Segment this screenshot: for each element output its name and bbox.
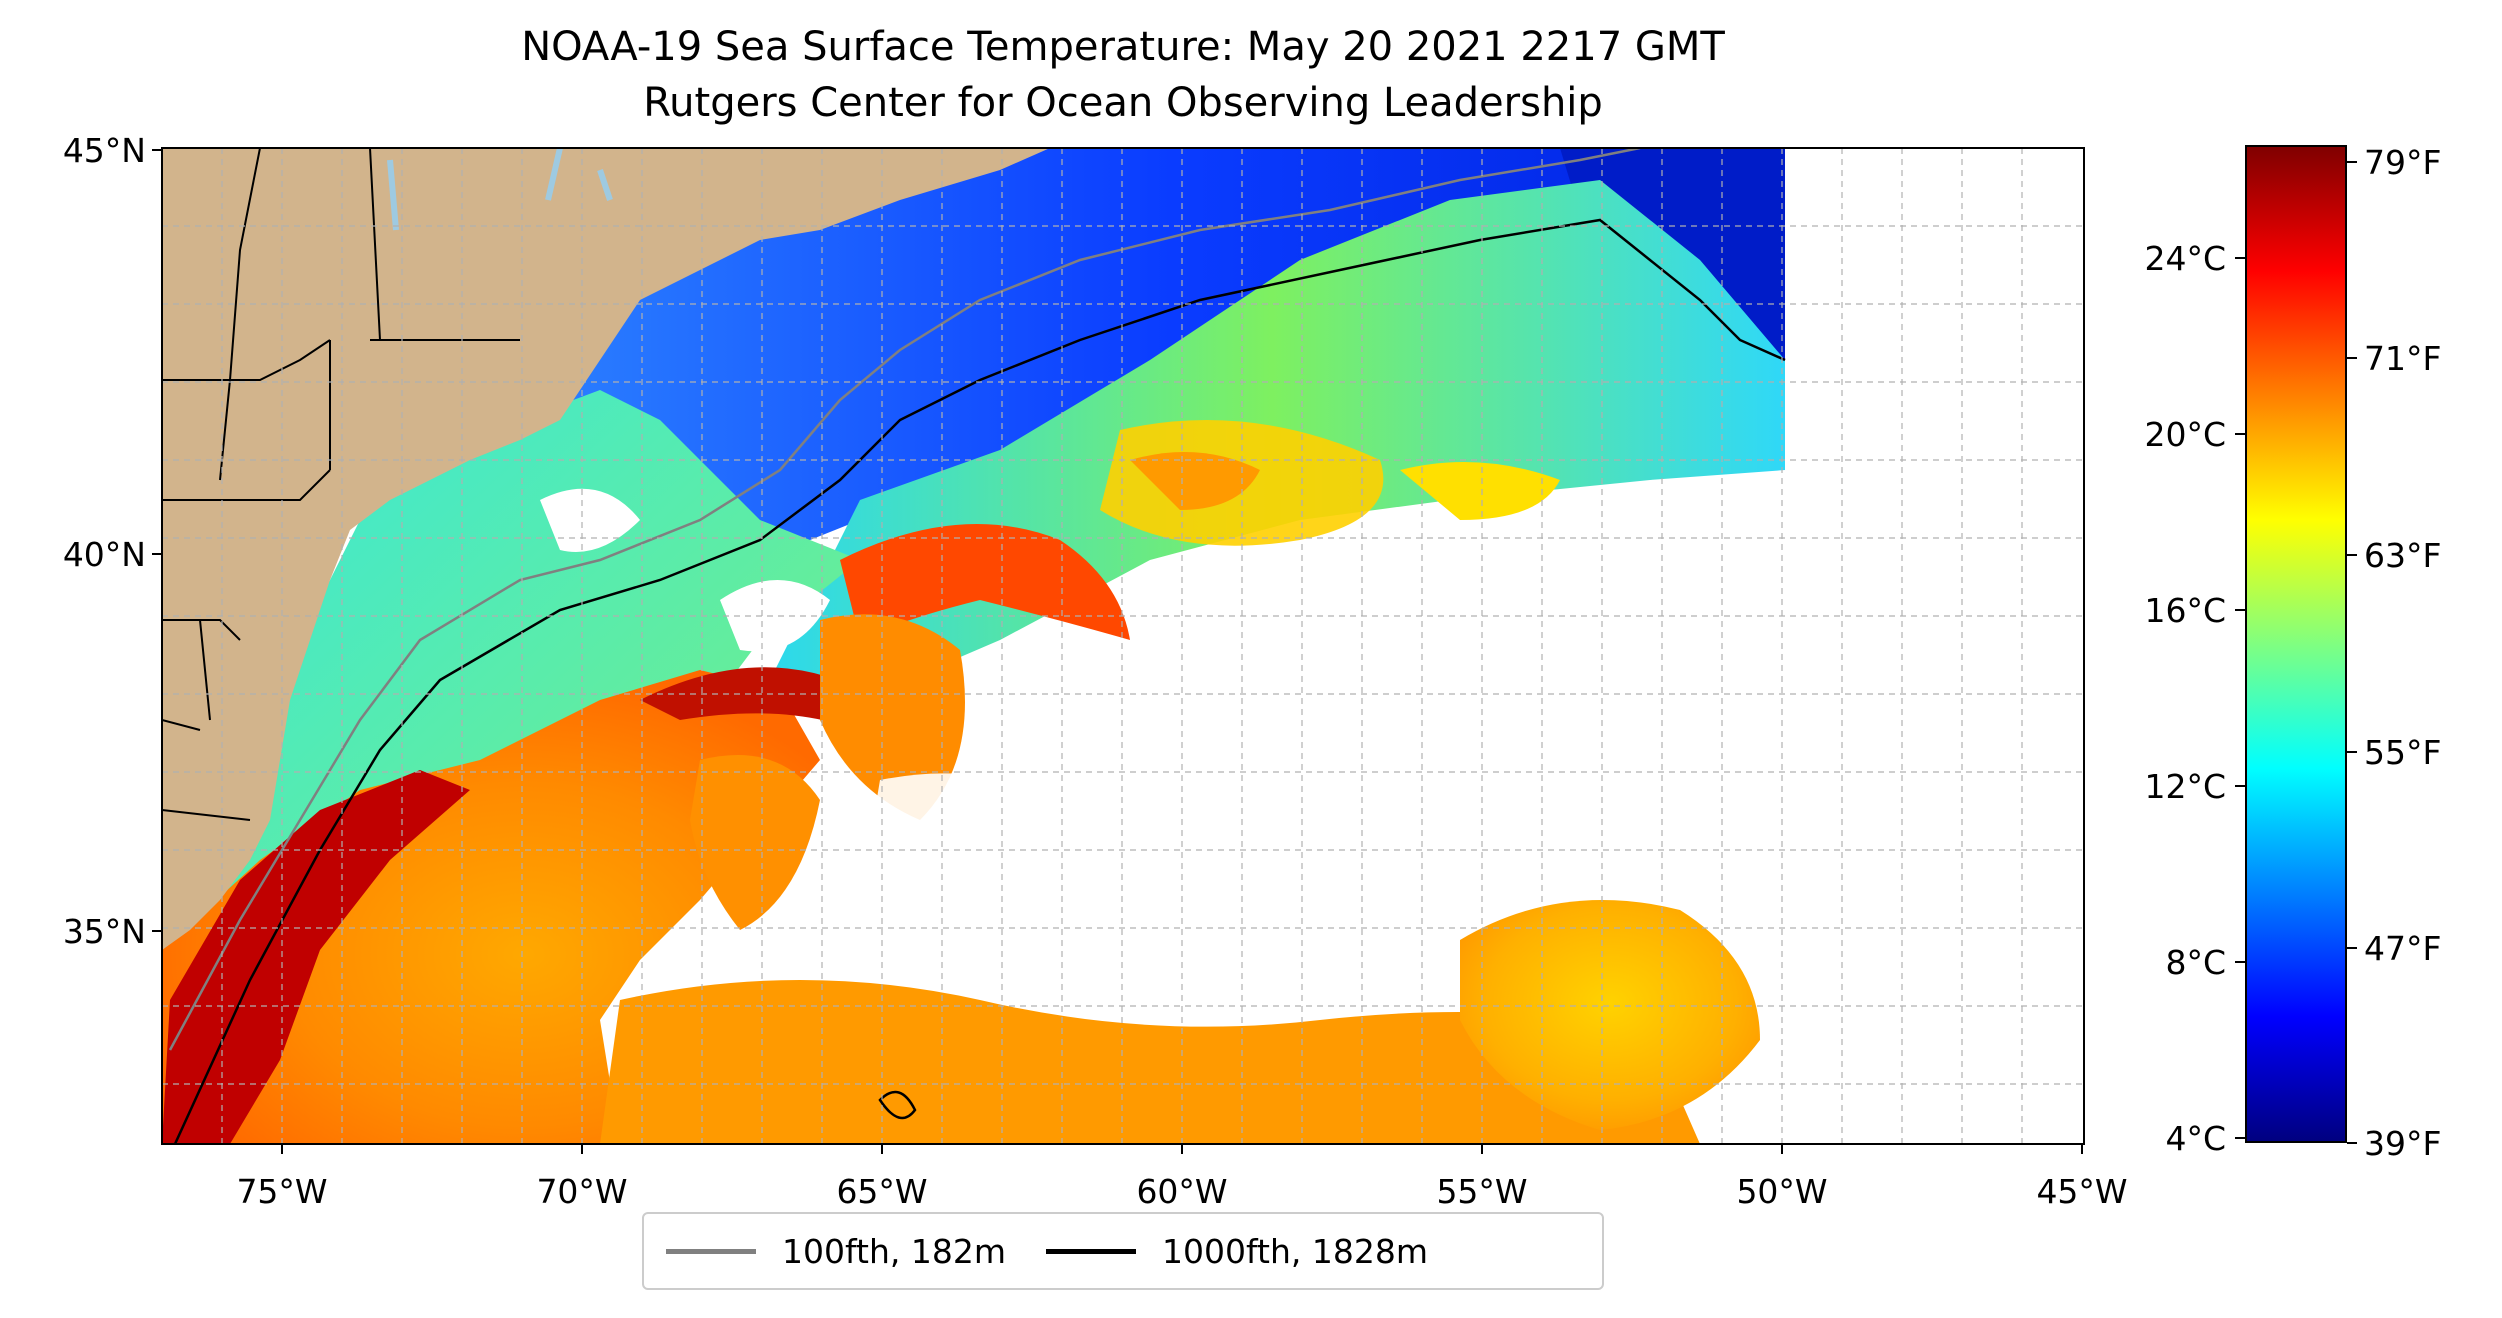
- fahrenheit-tick-label: 63°F: [2364, 536, 2441, 575]
- chart-subtitle: Rutgers Center for Ocean Observing Leade…: [643, 80, 1603, 126]
- fahrenheit-tick-label: 71°F: [2364, 339, 2441, 378]
- lon-tick-label: 55°W: [1436, 1172, 1527, 1211]
- warm-eddy-north-core: [1130, 452, 1260, 510]
- isobath-100fth: [168, 148, 1641, 1051]
- lat-tick-label: 40°N: [63, 535, 146, 574]
- lat-tick-labels: 45°N 40°N 35°N: [63, 131, 146, 951]
- land-mass: [162, 148, 1050, 950]
- lat-tick-label: 35°N: [63, 912, 146, 951]
- cloud-gap: [1785, 148, 2084, 1144]
- state-borders: [162, 148, 520, 821]
- celsius-tick-label: 8°C: [2165, 943, 2226, 982]
- lon-tick-label: 65°W: [836, 1172, 927, 1211]
- lon-tick-label: 75°W: [236, 1172, 327, 1211]
- isobath-1000fth: [173, 218, 1786, 1144]
- warm-patch-mid: [690, 755, 820, 930]
- cloud-gap: [720, 580, 830, 652]
- legend-item-1000fth: 1000fth, 1828m: [1024, 1232, 1428, 1271]
- warm-core-ring: [840, 524, 1130, 640]
- fahrenheit-tick-label: 79°F: [2364, 143, 2441, 182]
- warm-patch-southeast: [1460, 900, 1760, 1130]
- lon-tick-label: 60°W: [1136, 1172, 1227, 1211]
- map-area: [162, 148, 2084, 1144]
- legend-line-gray: [666, 1248, 756, 1254]
- legend-item-100fth: 100fth, 182m: [644, 1232, 1006, 1271]
- lat-tick-label: 45°N: [63, 131, 146, 170]
- lake: [387, 148, 613, 231]
- colorbar-fahrenheit-labels: 79°F 71°F 63°F 55°F 47°F 39°F: [2364, 143, 2441, 1163]
- colorbar-gradient: [2247, 147, 2345, 1141]
- map-frame: [161, 147, 2085, 1145]
- celsius-tick-label: 16°C: [2144, 591, 2226, 630]
- cloud-gap: [540, 488, 640, 552]
- lon-tick-label: 50°W: [1736, 1172, 1827, 1211]
- gulf-stream-core: [162, 770, 470, 1144]
- colorbar: [2245, 145, 2347, 1143]
- fahrenheit-tick-label: 55°F: [2364, 733, 2441, 772]
- celsius-tick-label: 24°C: [2144, 239, 2226, 278]
- isobath-seamount: [878, 1090, 917, 1120]
- warm-patch-lower: [600, 980, 1700, 1144]
- colorbar-ticks: [2235, 161, 2357, 1144]
- celsius-tick-label: 4°C: [2165, 1119, 2226, 1158]
- cloud-gap: [1050, 626, 1785, 907]
- lon-tick-label: 45°W: [2036, 1172, 2127, 1211]
- celsius-tick-label: 20°C: [2144, 415, 2226, 454]
- lon-tick-labels: 75°W 70°W 65°W 60°W 55°W 50°W 45°W: [236, 1172, 2127, 1211]
- legend-label: 100fth, 182m: [782, 1231, 1006, 1271]
- legend: 100fth, 182m 1000fth, 1828m: [642, 1212, 1604, 1290]
- legend-label: 1000fth, 1828m: [1162, 1231, 1428, 1271]
- gulf-stream-south: [162, 670, 820, 1144]
- fahrenheit-tick-label: 47°F: [2364, 929, 2441, 968]
- chart-title: NOAA-19 Sea Surface Temperature: May 20 …: [521, 24, 1725, 70]
- warm-eddy-east: [1400, 462, 1560, 520]
- warm-patch-central: [820, 614, 965, 820]
- lon-tick-label: 70°W: [536, 1172, 627, 1211]
- colorbar-celsius-labels: 24°C 20°C 16°C 12°C 8°C 4°C: [2144, 239, 2226, 1158]
- grid-lines: [162, 148, 2084, 1144]
- cloud-gap: [870, 773, 1060, 930]
- fahrenheit-tick-label: 39°F: [2364, 1124, 2441, 1163]
- axis-ticks: [152, 149, 2083, 1154]
- legend-line-black: [1046, 1248, 1136, 1254]
- celsius-tick-label: 12°C: [2144, 767, 2226, 806]
